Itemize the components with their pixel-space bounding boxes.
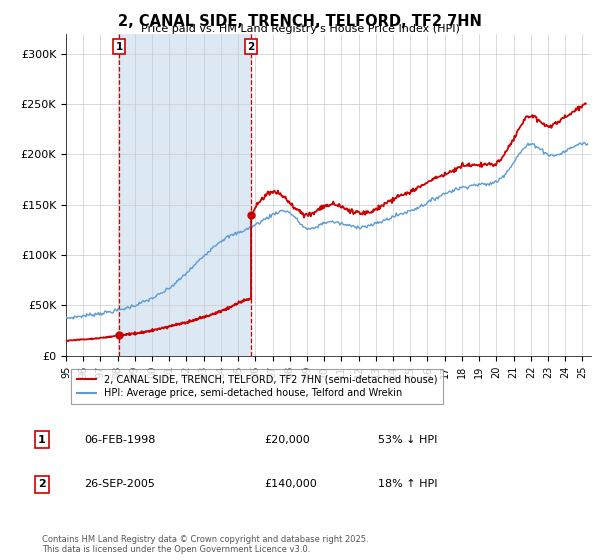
Text: 53% ↓ HPI: 53% ↓ HPI bbox=[378, 435, 437, 445]
Text: 06-FEB-1998: 06-FEB-1998 bbox=[84, 435, 155, 445]
Text: 1: 1 bbox=[38, 435, 46, 445]
Text: Price paid vs. HM Land Registry's House Price Index (HPI): Price paid vs. HM Land Registry's House … bbox=[140, 24, 460, 34]
Text: £140,000: £140,000 bbox=[264, 479, 317, 489]
Text: 2: 2 bbox=[247, 41, 254, 52]
Text: £20,000: £20,000 bbox=[264, 435, 310, 445]
Legend: 2, CANAL SIDE, TRENCH, TELFORD, TF2 7HN (semi-detached house), HPI: Average pric: 2, CANAL SIDE, TRENCH, TELFORD, TF2 7HN … bbox=[71, 368, 443, 404]
Bar bbox=[119, 34, 251, 356]
Text: 18% ↑ HPI: 18% ↑ HPI bbox=[378, 479, 437, 489]
Text: 26-SEP-2005: 26-SEP-2005 bbox=[84, 479, 155, 489]
Text: 1: 1 bbox=[115, 41, 122, 52]
Text: Contains HM Land Registry data © Crown copyright and database right 2025.
This d: Contains HM Land Registry data © Crown c… bbox=[42, 535, 368, 554]
Text: 2: 2 bbox=[38, 479, 46, 489]
Text: 2, CANAL SIDE, TRENCH, TELFORD, TF2 7HN: 2, CANAL SIDE, TRENCH, TELFORD, TF2 7HN bbox=[118, 14, 482, 29]
